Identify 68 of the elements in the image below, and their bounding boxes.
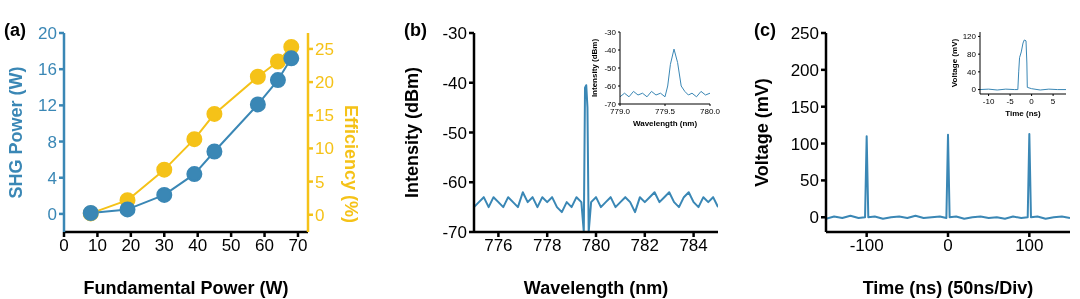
y-tick-label: -70 — [442, 223, 467, 243]
y-tick-label: -60 — [604, 81, 617, 91]
x-axis-title: Fundamental Power (W) — [83, 278, 289, 298]
x-tick-label: 5 — [1050, 96, 1056, 106]
x-axis-title: Time (ns) — [1005, 109, 1042, 118]
y-tick-label: -50 — [442, 123, 467, 143]
y2-tick-label: 15 — [315, 106, 334, 126]
y-tick-label: 0 — [809, 208, 819, 228]
x-tick-label: 20 — [121, 236, 141, 256]
y-axis-title: Voltage (mV) — [949, 38, 959, 88]
y-tick-label: 0 — [47, 204, 57, 224]
x-tick-label: -5 — [1006, 96, 1015, 106]
y-tick-label: -30 — [442, 24, 467, 44]
y-tick-label: -70 — [604, 99, 617, 109]
x-tick-label: 779.5 — [654, 106, 676, 116]
chart-title: (b) — [404, 20, 428, 41]
y2-tick-label: 5 — [315, 172, 325, 192]
y2-tick-label: 10 — [315, 139, 334, 159]
y-axis-title: SHG Power (W) — [6, 66, 27, 199]
y-tick-label: 12 — [38, 96, 57, 116]
chart-title: (a) — [4, 20, 27, 41]
y-tick-label: -40 — [442, 73, 467, 93]
x-tick-label: 50 — [221, 236, 241, 256]
y-tick-label: 200 — [790, 60, 819, 80]
x-tick-label: 70 — [288, 236, 308, 256]
y-tick-label: 40 — [967, 67, 977, 77]
chart-title: (c) — [754, 20, 777, 41]
y2-axis-title: Efficiency (%) — [339, 104, 361, 223]
y-axis-title: Voltage (mV) — [752, 78, 773, 187]
y-axis-title: Intensity (dBm) — [589, 38, 599, 98]
y2-tick-label: 25 — [315, 39, 334, 59]
y-tick-label: 8 — [47, 132, 57, 152]
x-tick-label: 779.0 — [609, 106, 631, 116]
x-axis-title: Time (ns) (50ns/Div) — [862, 278, 1034, 298]
y2-tick-label: 20 — [315, 73, 334, 93]
y-tick-label: -50 — [604, 63, 617, 73]
y2-tick-label: 0 — [315, 205, 325, 225]
y-tick-label: -30 — [604, 27, 617, 37]
x-tick-label: 40 — [188, 236, 208, 256]
y-tick-label: 4 — [47, 168, 57, 188]
x-tick-label: -100 — [849, 236, 884, 256]
y-tick-label: 250 — [790, 24, 819, 44]
x-tick-label: 30 — [154, 236, 174, 256]
x-tick-label: -10 — [982, 96, 995, 106]
x-tick-label: 100 — [1015, 236, 1044, 256]
x-tick-label: 60 — [255, 236, 275, 256]
x-tick-label: 782 — [630, 236, 659, 256]
x-tick-label: 780.0 — [699, 106, 721, 116]
y-tick-label: 80 — [967, 49, 977, 59]
x-tick-label: 778 — [533, 236, 562, 256]
y-tick-label: 20 — [38, 24, 57, 44]
x-tick-label: 776 — [484, 236, 513, 256]
y-tick-label: 150 — [790, 97, 819, 117]
x-tick-label: 0 — [1029, 96, 1035, 106]
y-tick-label: -40 — [604, 45, 617, 55]
x-tick-label: 780 — [581, 236, 611, 256]
y-axis-title: Intensity (dBm) — [402, 66, 423, 199]
y-tick-label: -60 — [442, 173, 467, 193]
y-tick-label: 0 — [971, 85, 977, 95]
x-tick-label: 784 — [679, 236, 708, 256]
y-tick-label: 100 — [790, 134, 819, 154]
x-axis-title: Wavelength (nm) — [523, 278, 669, 298]
x-axis-title: Wavelength (nm) — [632, 119, 698, 128]
y-tick-label: 50 — [800, 171, 819, 191]
x-tick-label: 0 — [943, 236, 953, 256]
x-tick-label: 10 — [87, 236, 107, 256]
y-tick-label: 120 — [962, 32, 977, 42]
y-tick-label: 16 — [38, 60, 57, 80]
